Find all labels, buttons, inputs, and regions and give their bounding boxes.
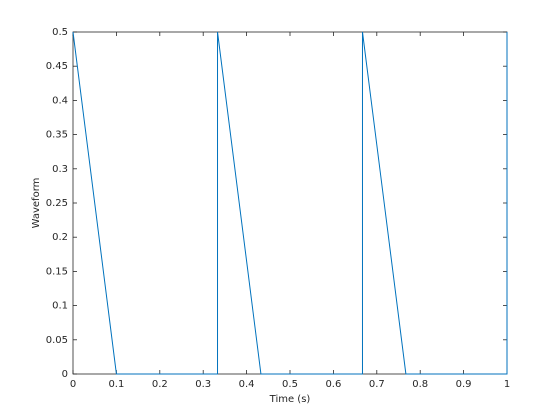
x-tick-label: 0.2 xyxy=(152,379,168,390)
y-tick-label: 0.45 xyxy=(46,61,68,72)
x-tick-label: 1 xyxy=(504,379,510,390)
x-tick-label: 0.5 xyxy=(282,379,298,390)
x-tick-label: 0.4 xyxy=(239,379,255,390)
series-line xyxy=(72,31,508,375)
x-tick-label: 0 xyxy=(70,379,76,390)
x-tick-label: 0.3 xyxy=(195,379,211,390)
x-tick-label: 0.8 xyxy=(412,379,428,390)
y-tick-label: 0.05 xyxy=(46,335,68,346)
y-tick-label: 0.15 xyxy=(46,266,68,277)
x-tick-label: 0.7 xyxy=(369,379,385,390)
y-tick-label: 0.1 xyxy=(52,301,68,312)
y-tick-label: 0.2 xyxy=(52,232,68,243)
x-tick-label: 0.6 xyxy=(325,379,341,390)
y-tick-label: 0.25 xyxy=(46,198,68,209)
y-tick-label: 0 xyxy=(62,369,68,380)
x-tick-label: 0.1 xyxy=(108,379,124,390)
y-tick-label: 0.35 xyxy=(46,130,68,141)
y-tick-label: 0.5 xyxy=(52,27,68,38)
y-tick-label: 0.4 xyxy=(52,95,68,106)
x-axis-label: Time (s) xyxy=(269,394,311,405)
x-tick-label: 0.9 xyxy=(456,379,472,390)
y-axis-label: Waveform xyxy=(31,178,42,229)
y-tick-label: 0.3 xyxy=(52,164,68,175)
